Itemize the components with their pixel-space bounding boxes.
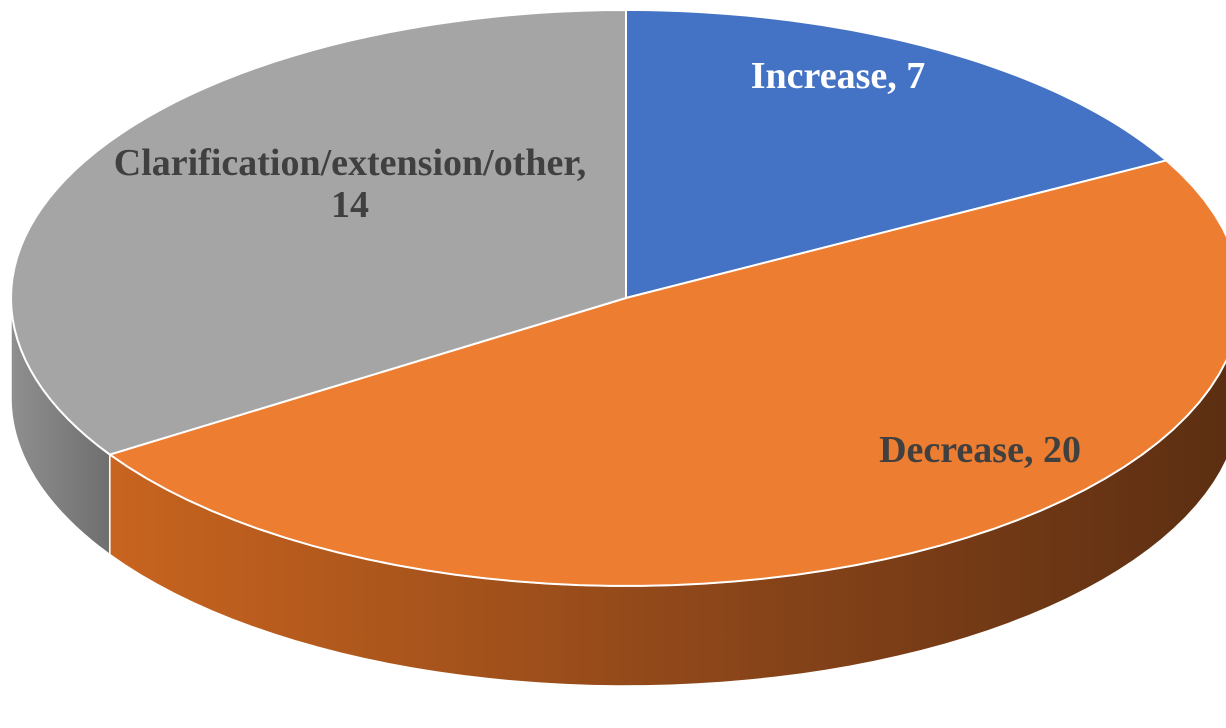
data-label-increase: Increase, 7 [751, 55, 926, 97]
pie-top-faces [10, 9, 1226, 587]
data-label-clarification-extension-other: Clarification/extension/other, 14 [114, 142, 587, 226]
data-label-line: Clarification/extension/other, [114, 142, 587, 184]
pie-slice-decrease [108, 159, 1226, 587]
pie-slice-clarification-extension-other [10, 9, 627, 456]
data-label-line: 14 [331, 184, 369, 226]
data-label-line: Increase, 7 [751, 55, 926, 97]
data-label-decrease: Decrease, 20 [879, 429, 1081, 471]
data-label-line: Decrease, 20 [879, 429, 1081, 471]
pie-slice-increase [625, 9, 1168, 299]
pie-data-labels: Increase, 7 Decrease, 20 Clarification/ext… [114, 55, 1081, 471]
